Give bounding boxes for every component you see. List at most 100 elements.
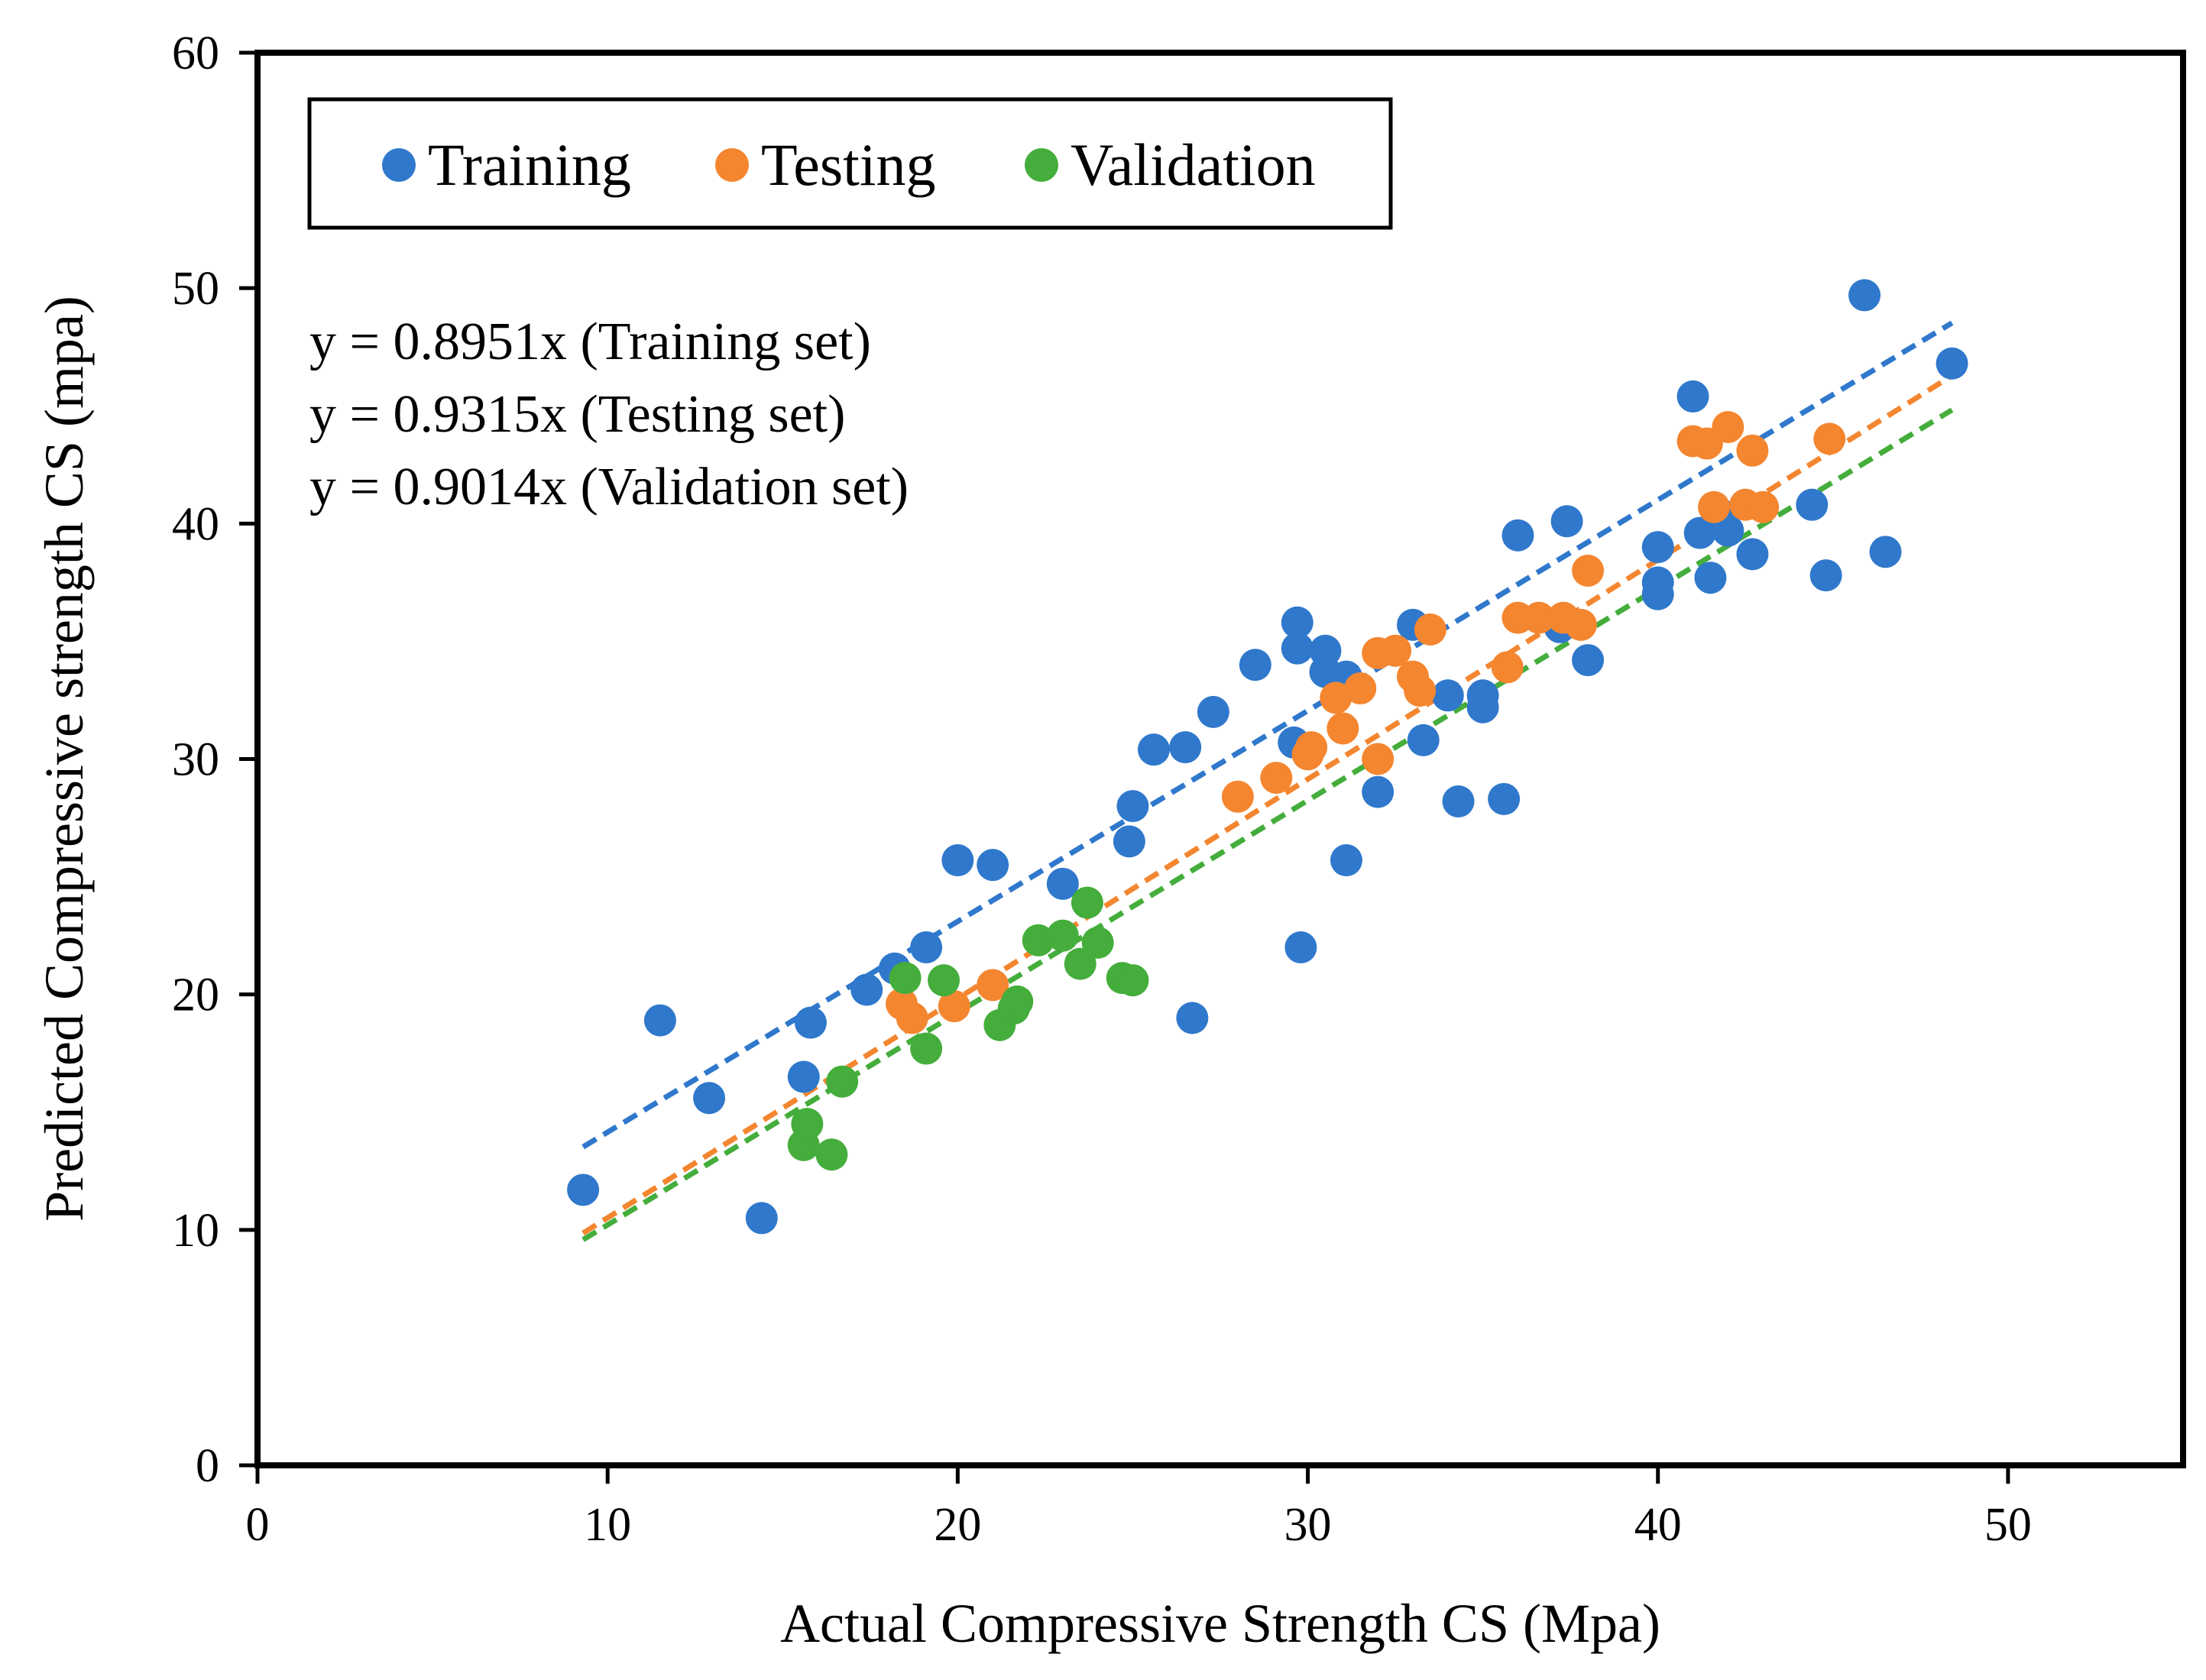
training-point [787,1060,820,1093]
training-point [1169,731,1202,764]
validation-point [1001,985,1034,1018]
testing-point [1736,434,1769,467]
training-point [1431,679,1464,712]
testing-point [1404,675,1437,707]
x-tick-label: 30 [1284,1499,1332,1551]
training-point [1641,578,1674,610]
training-point [1137,733,1170,766]
training-point [1281,606,1314,639]
y-axis-title: Predicted Compressive strength CS (mpa) [34,296,95,1222]
equation-training: y = 0.8951x (Training set) [309,312,871,371]
legend-marker-validation [1025,148,1058,182]
training-point [850,973,883,1006]
training-point [1488,782,1521,815]
plot-frame [254,50,2186,1468]
y-tick-label: 30 [172,734,219,786]
legend-label-validation: Validation [1071,131,1316,198]
validation-point [1116,964,1149,997]
series-validation [787,886,1149,1171]
y-tick-label: 60 [172,28,219,79]
training-point [1809,559,1842,592]
validation-point [1022,924,1054,957]
testing-point [1564,608,1597,641]
validation-point [1081,926,1114,959]
training-point [1712,514,1744,547]
training-point [1683,516,1716,549]
x-tick-label: 20 [934,1499,981,1551]
y-tick-label: 10 [172,1205,219,1257]
y-tick-label: 50 [172,263,219,315]
training-point [1116,790,1149,823]
equation-annotations: y = 0.8951x (Training set) y = 0.9315x (… [309,312,909,516]
testing-point [1491,651,1524,684]
testing-point [1747,490,1780,523]
training-point [1572,644,1605,677]
training-point [1284,931,1317,964]
training-point [1550,505,1583,538]
validation-point [1046,919,1079,952]
legend-marker-testing [715,148,749,182]
testing-point [1260,762,1293,795]
testing-point [896,1002,928,1034]
x-axis-title: Actual Compressive Strength CS (Mpa) [780,1593,1660,1654]
y-tick-label: 40 [172,498,219,550]
training-point [1113,825,1145,858]
training-point [1239,649,1271,681]
training-point [1848,279,1881,312]
training-point [1796,488,1829,521]
training-point [643,1004,676,1037]
training-point [567,1173,600,1206]
training-point [1442,785,1475,817]
x-tick-label: 50 [1984,1499,2032,1551]
training-point [977,849,1009,882]
testing-point [1320,681,1352,714]
testing-point [1414,613,1446,646]
training-point [1936,347,1968,380]
legend-marker-training [382,148,416,182]
legend: Training Testing Validation [307,97,1393,230]
equation-validation: y = 0.9014x (Validation set) [309,458,909,516]
training-point [1869,536,1902,568]
training-point [1176,1002,1209,1034]
testing-point [1813,422,1846,455]
training-point [1641,531,1674,564]
series-training [567,279,1968,1235]
testing-point [1327,712,1359,745]
testing-point [1221,780,1254,813]
legend-label-training: Training [428,131,631,198]
testing-point [977,969,1009,1002]
validation-point [791,1108,824,1141]
testing-point [1379,634,1412,667]
legend-label-testing: Testing [761,131,936,198]
y-tick-label: 20 [172,969,219,1021]
training-point [1501,519,1534,552]
validation-point [928,964,960,997]
data-points [567,279,1968,1235]
testing-point [1698,490,1731,523]
training-point [693,1082,726,1115]
training-point [1330,844,1362,877]
series-testing [886,410,1846,1034]
axes: 0 10 20 30 40 50 0 10 20 30 40 50 60 [172,28,2032,1551]
validation-point [826,1065,859,1098]
validation-point [1071,886,1103,919]
validation-point [1064,947,1097,980]
testing-point [1362,743,1395,775]
validation-point [910,1032,943,1065]
training-point [1694,562,1727,594]
x-tick-label: 10 [584,1499,631,1551]
training-point [1466,691,1499,723]
equation-testing: y = 0.9315x (Testing set) [309,385,845,444]
training-point [1676,380,1709,413]
training-point [1197,695,1229,728]
training-point [745,1202,778,1235]
training-point [1407,723,1440,756]
training-point [1281,632,1314,665]
testing-point [938,990,970,1023]
training-point [1362,775,1395,808]
testing-point [1572,554,1605,587]
testing-point [1522,601,1555,634]
testing-point [1712,410,1744,443]
trendline-validation [581,407,1954,1242]
